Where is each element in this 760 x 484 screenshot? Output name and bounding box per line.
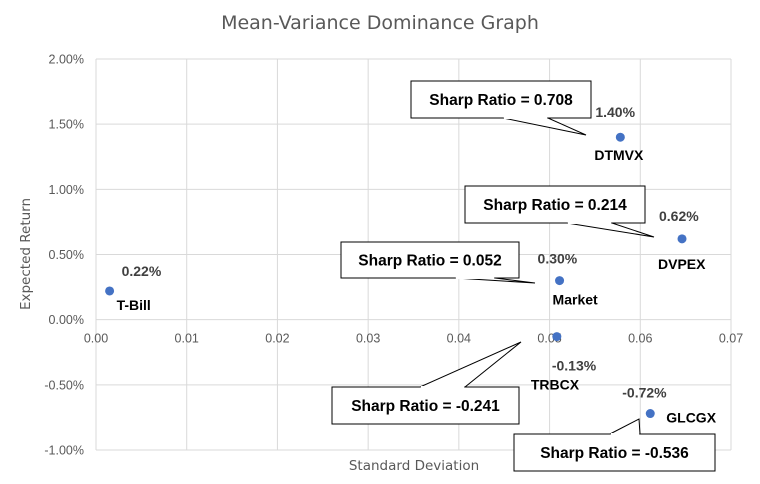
callout-pointer — [419, 341, 522, 388]
callouts: Sharp Ratio = 0.052 Sharp Ratio = -0.241 S… — [331, 80, 716, 472]
value-label: 0.62% — [659, 208, 699, 224]
callout-pointer — [502, 117, 587, 136]
data-point — [645, 409, 655, 419]
y-tick-label: 1.50% — [49, 118, 84, 132]
point-name-label: GLCGX — [666, 410, 716, 426]
data-point — [677, 234, 687, 244]
callout-text: Sharp Ratio = -0.241 — [351, 398, 500, 415]
data-point — [615, 132, 625, 142]
point-name-label: Market — [553, 292, 598, 308]
x-tick-label: 0.02 — [265, 332, 289, 346]
value-label: 0.22% — [122, 263, 162, 279]
point-name-label: DTMVX — [594, 147, 644, 163]
callout-box — [340, 241, 520, 279]
value-label: -0.13% — [552, 358, 597, 374]
x-tick-label: 0.03 — [356, 332, 380, 346]
y-tick-label: 0.50% — [49, 248, 84, 262]
callout-pointer — [609, 418, 641, 435]
callout-text: Sharp Ratio = 0.708 — [429, 92, 573, 109]
callout-text: Sharp Ratio = -0.536 — [540, 445, 689, 462]
data-point — [552, 332, 562, 342]
x-tick-label: 0.00 — [84, 332, 108, 346]
value-label: 1.40% — [595, 104, 635, 120]
y-tick-label: 1.00% — [49, 183, 84, 197]
callout-box — [513, 433, 716, 472]
value-label: 0.30% — [538, 251, 578, 267]
callout-text: Sharp Ratio = 0.052 — [358, 253, 501, 270]
point-name-label: T-Bill — [117, 297, 151, 313]
y-axis-title: Expected Return — [18, 198, 34, 310]
tick-labels: -1.00% -0.50% 0.00% 0.50% 1.00% 1.50% 2.00% 0.0… — [44, 53, 743, 458]
y-tick-label: -0.50% — [44, 378, 84, 392]
callout-box — [331, 386, 520, 425]
y-tick-label: 0.00% — [49, 313, 84, 327]
data-point — [555, 276, 565, 286]
x-axis-title: Standard Deviation — [349, 458, 479, 474]
data-point — [105, 286, 115, 296]
callout-pointer — [566, 222, 655, 238]
y-tick-label: 2.00% — [49, 53, 84, 67]
y-tick-label: -1.00% — [44, 444, 84, 458]
data-points — [105, 132, 687, 419]
callout-box — [464, 185, 646, 224]
data-labels: 0.22% T-Bill 0.30% Market -0.13% TRBCX 1.40% DT… — [117, 104, 717, 425]
callout-box — [410, 80, 592, 119]
x-tick-label: 0.04 — [447, 332, 471, 346]
callout-text: Sharp Ratio = 0.214 — [483, 197, 627, 214]
x-tick-label: 0.06 — [628, 332, 652, 346]
x-tick-label: 0.01 — [175, 332, 199, 346]
point-name-label: TRBCX — [531, 377, 580, 393]
chart-title: Mean-Variance Dominance Graph — [221, 12, 539, 34]
gridlines — [95, 58, 732, 451]
value-label: -0.72% — [622, 385, 667, 401]
x-tick-label: 0.07 — [719, 332, 743, 346]
point-name-label: DVPEX — [658, 256, 706, 272]
